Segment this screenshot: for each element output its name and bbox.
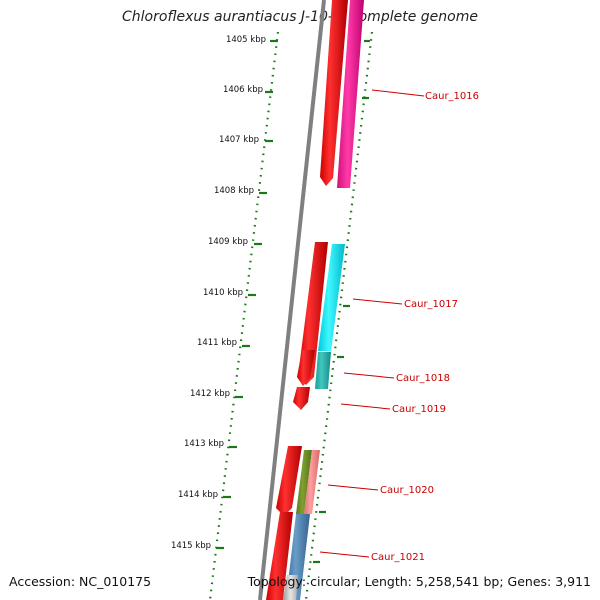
leader-line <box>327 484 379 491</box>
kbp-label: 1411 kbp <box>197 338 237 348</box>
gene-block-caur-1020b <box>304 450 320 514</box>
leader-lines <box>319 89 425 558</box>
gene-label-caur-1018: Caur_1018 <box>396 373 450 384</box>
accession-text: Accession: NC_010175 <box>9 574 152 589</box>
kbp-label: 1408 kbp <box>214 186 254 196</box>
gene-label-caur-1016: Caur_1016 <box>425 91 479 102</box>
gene-blocks <box>283 0 364 600</box>
kbp-label: 1409 kbp <box>208 237 248 247</box>
tick-ring-right <box>304 31 374 600</box>
cds-features <box>266 0 348 600</box>
leader-line <box>352 298 403 305</box>
gene-label-caur-1019: Caur_1019 <box>392 404 446 415</box>
cds-arrow <box>276 446 302 516</box>
genome-summary-text: Topology: circular; Length: 5,258,541 bp… <box>247 574 591 589</box>
leader-line <box>319 551 370 558</box>
gene-label-caur-1020: Caur_1020 <box>380 485 434 496</box>
kbp-tick-marks <box>216 39 278 550</box>
gene-block-caur-1020 <box>296 450 312 514</box>
gene-block-grey <box>283 575 298 600</box>
kbp-labels: 1405 kbp 1406 kbp 1407 kbp 1408 kbp 1409… <box>171 35 266 551</box>
gene-labels: Caur_1016 Caur_1017 Caur_1018 Caur_1019 … <box>371 91 479 563</box>
cds-arrow <box>293 387 310 410</box>
gene-block-caur-1016 <box>337 0 364 188</box>
leader-line <box>343 372 395 379</box>
gene-block-caur-1018 <box>315 352 331 389</box>
cds-arrow <box>266 512 293 600</box>
leader-line <box>371 89 425 97</box>
map-title: Chloroflexus aurantiacus J-10-fl, comple… <box>122 9 478 25</box>
kbp-label: 1410 kbp <box>203 288 243 298</box>
genome-backbone <box>258 0 326 600</box>
kbp-label: 1413 kbp <box>184 439 224 449</box>
cds-arrow <box>298 242 328 385</box>
right-ring-ticks <box>313 39 370 564</box>
gene-block-caur-1017 <box>318 244 345 351</box>
kbp-label: 1407 kbp <box>219 135 259 145</box>
gene-label-caur-1021: Caur_1021 <box>371 552 425 563</box>
kbp-label: 1414 kbp <box>178 490 218 500</box>
kbp-label: 1412 kbp <box>190 389 230 399</box>
tick-ring-left <box>208 31 280 600</box>
kbp-label: 1415 kbp <box>171 541 211 551</box>
kbp-label: 1406 kbp <box>223 85 263 95</box>
gene-label-caur-1017: Caur_1017 <box>404 299 458 310</box>
leader-line <box>340 403 391 410</box>
cds-arrow <box>297 350 315 386</box>
cds-arrow <box>320 0 348 186</box>
kbp-label: 1405 kbp <box>226 35 266 45</box>
